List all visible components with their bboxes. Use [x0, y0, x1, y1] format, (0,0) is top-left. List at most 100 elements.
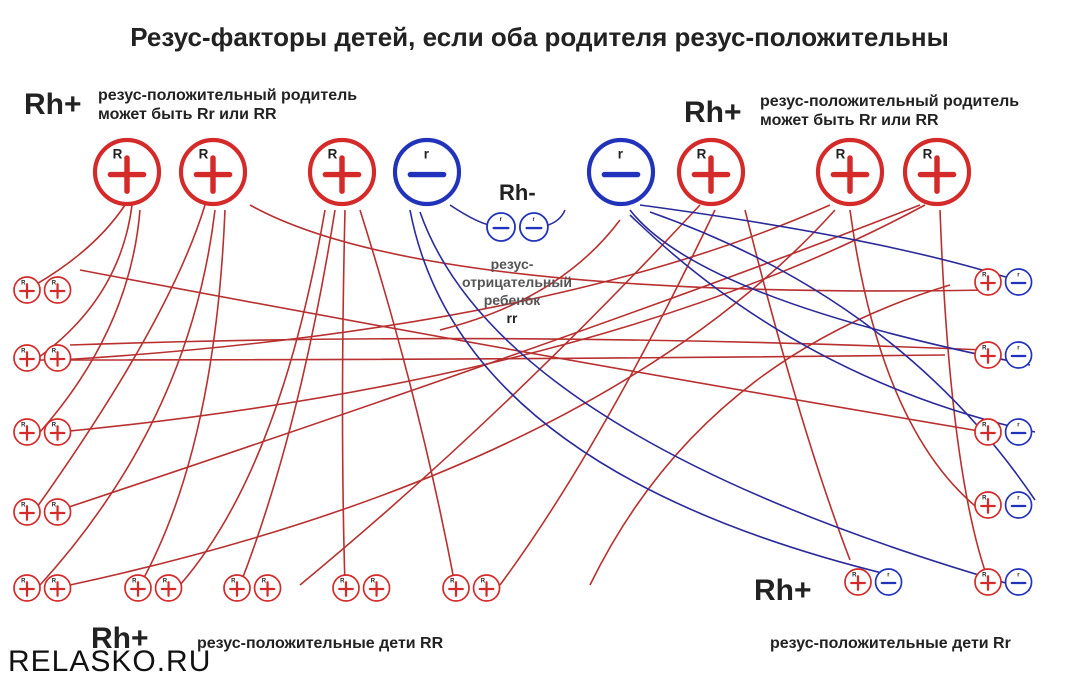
child-rr-left-3-allele-2: R: [43, 418, 72, 446]
inheritance-line-16: [59, 204, 926, 433]
svg-text:r: r: [1017, 573, 1020, 579]
inheritance-line-28: [649, 211, 1036, 501]
svg-text:r: r: [424, 147, 430, 162]
parent-right-allele-1: r: [586, 137, 656, 207]
svg-text:r: r: [1017, 346, 1020, 352]
child-rr-left-2-allele-1: R: [13, 344, 41, 372]
svg-text:R: R: [982, 573, 987, 579]
svg-text:R: R: [262, 579, 267, 585]
svg-text:R: R: [450, 579, 455, 585]
child-rr-hetero-3-allele-1: R: [974, 418, 1002, 446]
svg-text:R: R: [481, 579, 486, 585]
inheritance-line-15: [849, 209, 981, 511]
child-rr-bottom-5-allele-2: R: [472, 574, 501, 602]
svg-text:R: R: [21, 423, 26, 429]
inheritance-line-6: [139, 209, 226, 586]
inheritance-line-21: [79, 269, 986, 433]
svg-text:R: R: [52, 579, 57, 585]
inheritance-line-22: [69, 337, 986, 351]
svg-text:R: R: [52, 281, 57, 287]
svg-text:R: R: [852, 573, 857, 579]
child-rr-left-2-allele-2: R: [43, 344, 72, 372]
inheritance-line-10: [359, 209, 456, 586]
child-rr-bottom-3-allele-2: R: [253, 574, 282, 602]
svg-text:R: R: [982, 273, 987, 279]
svg-text:R: R: [328, 147, 338, 162]
parent-right-allele-3: R: [815, 137, 885, 207]
child-rr-bottom-4-allele-2: R: [362, 574, 391, 602]
child-rr-bottom-1-allele-2: R: [43, 574, 72, 602]
svg-text:R: R: [52, 349, 57, 355]
inheritance-line-20: [59, 204, 921, 511]
svg-text:R: R: [52, 423, 57, 429]
rh-negative-child-allele-1: r: [486, 212, 516, 242]
child-rr-hetero-1-allele-1: R: [974, 268, 1002, 296]
inheritance-line-26: [419, 211, 1031, 591]
child-rr-left-4-allele-1: R: [13, 498, 41, 526]
inheritance-line-7: [249, 204, 991, 292]
svg-text:R: R: [982, 496, 987, 502]
bottom-left-caption: резус-положительные дети RR: [197, 635, 444, 652]
svg-text:R: R: [697, 147, 707, 162]
parent-left-allele-2: R: [178, 137, 248, 207]
inheritance-line-9: [239, 209, 336, 586]
child-rr-left-4-allele-2: R: [43, 498, 72, 526]
inheritance-line-33: [439, 219, 621, 331]
inheritance-line-30: [629, 214, 1036, 433]
bottom-right-caption: резус-положительные дети Rr: [770, 635, 1011, 652]
child-rr-bottom-2-allele-1: R: [124, 574, 152, 602]
parent-right-allele-4: R: [902, 137, 972, 207]
inheritance-line-13: [499, 209, 716, 586]
child-rr-hetero-3-allele-2: r: [1004, 418, 1033, 446]
svg-text:r: r: [1017, 496, 1020, 502]
child-rr-left-3-allele-1: R: [13, 418, 41, 446]
rh-negative-child-allele-2: r: [518, 212, 549, 242]
child-rr-hetero-bottom-allele-1: R: [844, 568, 872, 596]
svg-text:R: R: [113, 147, 123, 162]
inheritance-line-5: [39, 209, 216, 586]
child-rr-hetero-bottom-allele-2: r: [874, 568, 903, 596]
svg-text:R: R: [132, 579, 137, 585]
svg-text:R: R: [836, 147, 846, 162]
inheritance-line-18: [744, 209, 851, 561]
child-rr-left-1-allele-1: R: [13, 276, 41, 304]
child-rr-hetero-5-allele-2: r: [1004, 568, 1033, 596]
svg-text:R: R: [982, 346, 987, 352]
parent-right-badge: Rh+: [684, 96, 742, 129]
svg-text:r: r: [1017, 423, 1020, 429]
inheritance-line-23: [589, 284, 951, 586]
child-rr-bottom-1-allele-1: R: [13, 574, 41, 602]
parent-left-allele-1: R: [92, 137, 162, 207]
svg-text:R: R: [21, 503, 26, 509]
inheritance-line-8: [341, 209, 346, 586]
child-rr-bottom-2-allele-2: R: [154, 574, 183, 602]
parent-right-label-1: резус-положительный родитель: [760, 93, 1020, 110]
inheritance-line-3: [39, 209, 141, 433]
bottom-right-badge: Rh+: [754, 574, 812, 607]
svg-text:R: R: [163, 579, 168, 585]
parent-right-label-2: может быть Rr или RR: [760, 112, 939, 129]
inheritance-line-12: [299, 204, 701, 586]
child-rr-hetero-4-allele-1: R: [974, 491, 1002, 519]
inheritance-line-4: [34, 204, 206, 511]
svg-text:r: r: [500, 217, 503, 223]
svg-text:R: R: [199, 147, 209, 162]
parent-left-label-2: может быть Rr или RR: [98, 106, 277, 123]
parent-left-allele-4: r: [392, 137, 462, 207]
parent-left-allele-3: R: [307, 137, 377, 207]
inheritance-line-24: [39, 354, 946, 361]
svg-text:r: r: [1017, 273, 1020, 279]
svg-text:r: r: [618, 147, 624, 162]
svg-text:R: R: [21, 281, 26, 287]
child-rr-bottom-4-allele-1: R: [332, 574, 360, 602]
svg-text:R: R: [371, 579, 376, 585]
child-rr-bottom-5-allele-1: R: [442, 574, 470, 602]
inheritance-line-17: [939, 209, 991, 586]
parent-left-label-1: резус-положительный родитель: [98, 87, 358, 104]
child-rr-left-1-allele-2: R: [43, 276, 72, 304]
inheritance-line-19: [59, 204, 831, 361]
inheritance-line-1: [34, 204, 126, 286]
